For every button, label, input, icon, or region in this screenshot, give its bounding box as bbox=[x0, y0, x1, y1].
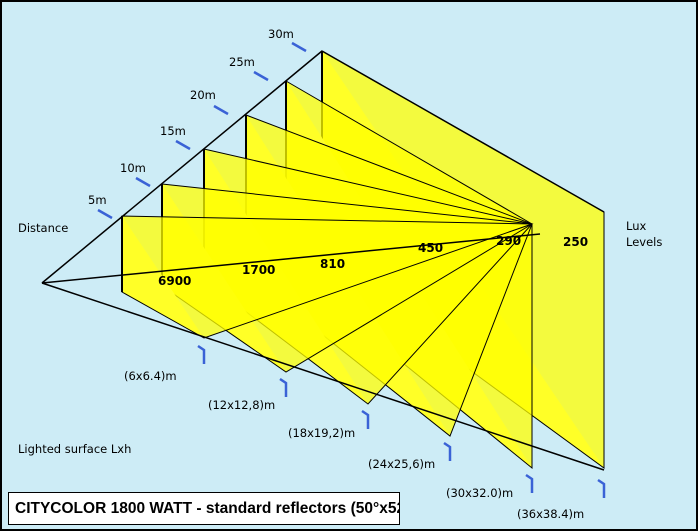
distance-tick-4 bbox=[213, 104, 229, 116]
distance-label-20m: 20m bbox=[190, 88, 216, 102]
panels-group bbox=[121, 50, 605, 470]
surface-tick-6 bbox=[597, 478, 606, 498]
lux-levels-label-line2: Levels bbox=[626, 235, 662, 249]
distance-tick-5 bbox=[253, 70, 269, 82]
cone-lines-group bbox=[41, 50, 605, 471]
lux-value-2: 1700 bbox=[242, 263, 275, 277]
distance-tick-2 bbox=[135, 176, 151, 188]
surface-tick-3 bbox=[361, 409, 370, 429]
distance-label-5m: 5m bbox=[88, 193, 107, 207]
surface-size-2: (12x12,8)m bbox=[208, 398, 275, 412]
lux-value-5: 290 bbox=[496, 234, 521, 248]
distance-tick-1 bbox=[97, 208, 113, 220]
labels-group: Distance Lux Levels Lighted surface Lxh … bbox=[18, 27, 662, 521]
surface-size-5: (30x32.0)m bbox=[446, 486, 513, 500]
surface-size-1: (6x6.4)m bbox=[124, 369, 177, 383]
cone-middle-line bbox=[41, 233, 541, 284]
surface-size-3: (18x19,2)m bbox=[288, 426, 355, 440]
lux-value-1: 6900 bbox=[158, 274, 191, 288]
ticks-group bbox=[97, 41, 606, 498]
distance-label-10m: 10m bbox=[120, 161, 146, 175]
lux-levels-label-line1: Lux bbox=[626, 219, 646, 233]
lux-value-6: 250 bbox=[563, 235, 588, 249]
surface-tick-5 bbox=[525, 473, 534, 493]
distance-label-25m: 25m bbox=[229, 55, 255, 69]
surface-size-4: (24x25,6)m bbox=[368, 457, 435, 471]
lux-value-3: 810 bbox=[320, 257, 345, 271]
cone-top-line bbox=[41, 50, 323, 284]
distance-tick-3 bbox=[175, 139, 191, 151]
cone-bottom-line bbox=[41, 282, 605, 471]
distance-label: Distance bbox=[18, 221, 68, 235]
surface-size-6: (36x38.4)m bbox=[517, 507, 584, 521]
surface-tick-1 bbox=[197, 344, 206, 364]
distance-tick-6 bbox=[291, 41, 307, 53]
caption-title: CITYCOLOR 1800 WATT - standard reflector… bbox=[8, 492, 400, 525]
cone-far-top-line bbox=[321, 50, 605, 213]
surface-tick-2 bbox=[279, 377, 288, 397]
distance-label-15m: 15m bbox=[160, 124, 186, 138]
distance-label-30m: 30m bbox=[268, 27, 294, 41]
lighted-surface-label: Lighted surface Lxh bbox=[18, 442, 131, 456]
lux-value-4: 450 bbox=[418, 241, 443, 255]
surface-tick-4 bbox=[443, 441, 452, 461]
